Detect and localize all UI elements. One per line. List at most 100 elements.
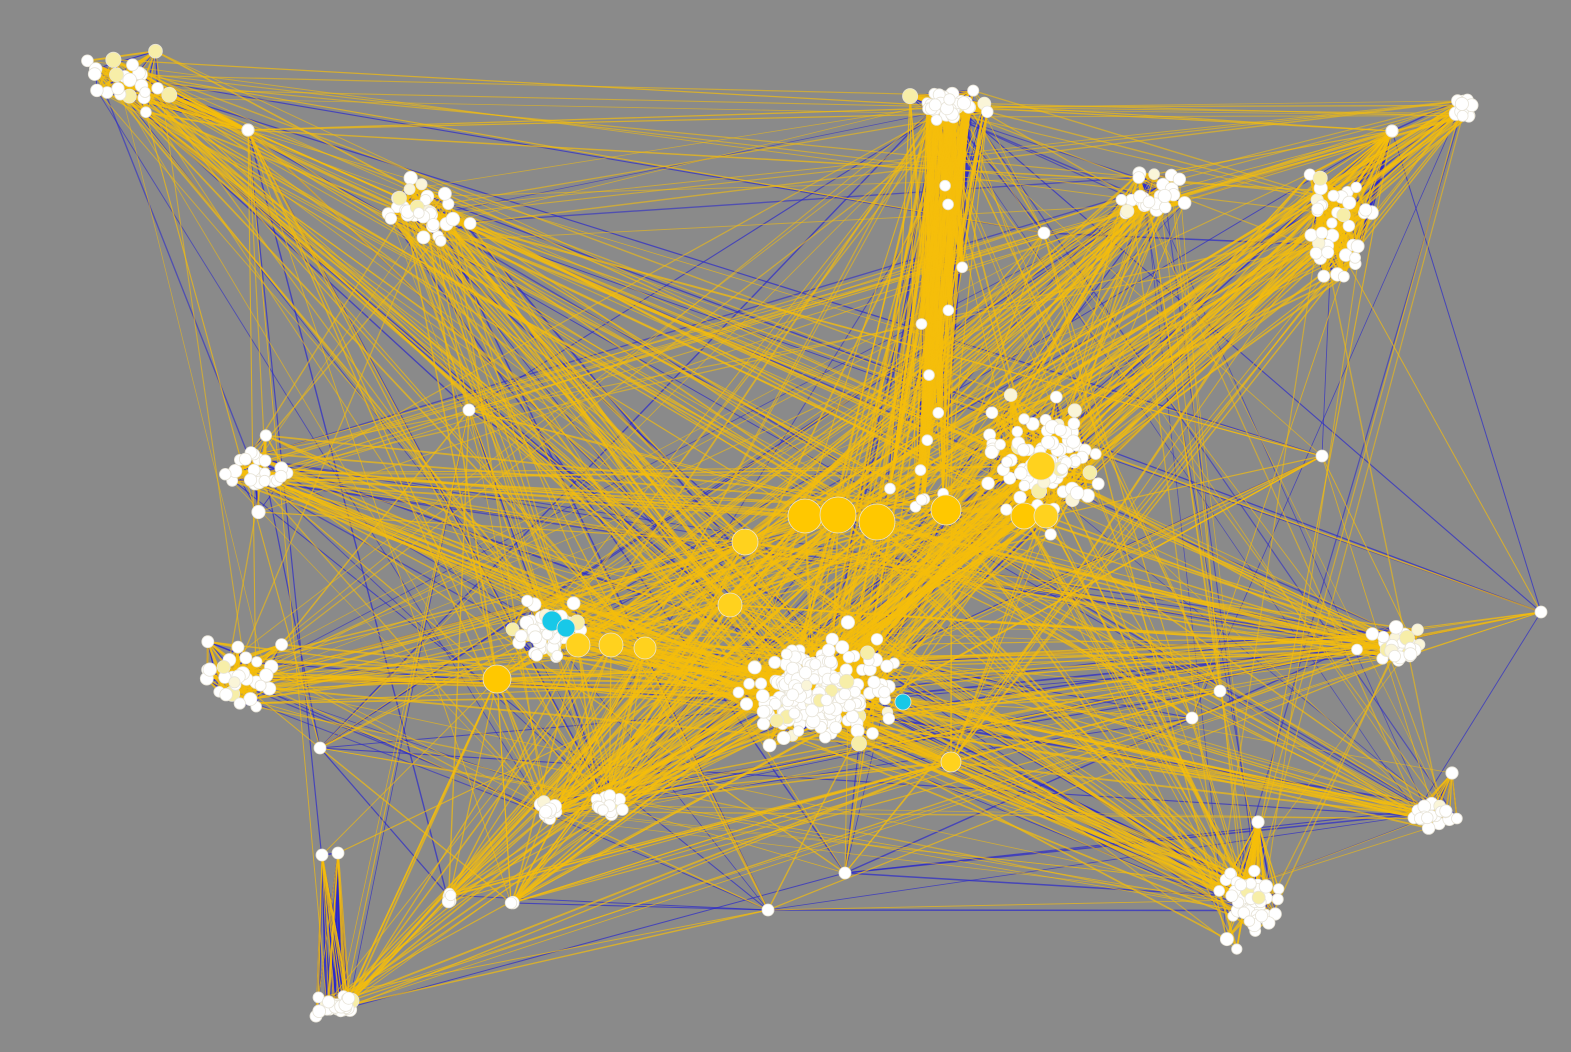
graph-node[interactable] (1456, 110, 1469, 122)
graph-node[interactable] (109, 67, 124, 83)
graph-node[interactable] (880, 659, 894, 673)
graph-node[interactable] (1451, 812, 1463, 825)
graph-node[interactable] (930, 114, 943, 126)
graph-node[interactable] (1377, 630, 1390, 644)
graph-node[interactable] (322, 995, 336, 1009)
graph-node[interactable] (412, 207, 425, 219)
graph-node-gold-hub[interactable] (717, 592, 743, 618)
graph-node[interactable] (821, 643, 836, 658)
graph-node-cyan[interactable] (894, 693, 912, 711)
graph-node[interactable] (312, 1004, 327, 1018)
graph-node[interactable] (956, 261, 968, 274)
graph-node[interactable] (1411, 623, 1424, 636)
graph-node[interactable] (161, 86, 178, 103)
graph-node[interactable] (530, 649, 543, 662)
graph-node[interactable] (1304, 228, 1318, 242)
graph-node[interactable] (942, 198, 954, 211)
graph-node-gold-hub[interactable] (1026, 451, 1056, 481)
graph-node-cyan[interactable] (556, 618, 576, 638)
graph-node[interactable] (426, 218, 440, 231)
graph-node[interactable] (1311, 202, 1325, 216)
graph-node[interactable] (1224, 867, 1237, 880)
graph-node[interactable] (1454, 96, 1469, 111)
graph-node[interactable] (403, 183, 416, 196)
graph-node[interactable] (1439, 804, 1453, 818)
graph-node[interactable] (981, 105, 994, 119)
graph-node[interactable] (1421, 811, 1434, 825)
graph-node[interactable] (1237, 906, 1251, 920)
graph-node[interactable] (1231, 943, 1243, 955)
graph-node[interactable] (1351, 643, 1363, 656)
graph-node[interactable] (1225, 889, 1239, 903)
graph-node[interactable] (915, 318, 928, 330)
graph-node[interactable] (1177, 196, 1192, 210)
graph-node-bridge[interactable] (1185, 711, 1199, 725)
graph-node[interactable] (1312, 170, 1328, 186)
graph-node-gold-hub[interactable] (1033, 503, 1059, 529)
graph-node[interactable] (798, 666, 813, 680)
graph-node[interactable] (1053, 423, 1067, 437)
graph-node-bridge[interactable] (761, 903, 775, 917)
graph-node[interactable] (914, 464, 927, 476)
graph-node[interactable] (1003, 471, 1017, 485)
graph-node-gold-hub[interactable] (731, 528, 759, 556)
graph-node[interactable] (1089, 448, 1102, 460)
graph-node[interactable] (1445, 766, 1459, 780)
graph-node[interactable] (315, 848, 329, 862)
graph-node-bridge[interactable] (1534, 605, 1548, 619)
graph-node-gold-hub[interactable] (598, 632, 624, 658)
graph-node[interactable] (1336, 207, 1351, 223)
graph-node[interactable] (251, 656, 263, 668)
graph-node[interactable] (882, 712, 896, 725)
graph-node[interactable] (233, 697, 246, 710)
graph-node[interactable] (87, 67, 102, 81)
graph-node[interactable] (849, 686, 861, 698)
graph-node[interactable] (1219, 932, 1234, 947)
graph-node[interactable] (967, 84, 980, 97)
graph-node[interactable] (1041, 435, 1056, 450)
graph-node[interactable] (1268, 907, 1282, 921)
graph-node[interactable] (122, 72, 137, 88)
graph-node[interactable] (1365, 627, 1380, 641)
graph-node[interactable] (90, 83, 104, 98)
graph-node-bridge[interactable] (1385, 124, 1399, 138)
graph-node[interactable] (1120, 204, 1135, 219)
graph-node[interactable] (238, 452, 252, 466)
graph-node[interactable] (756, 704, 771, 719)
graph-node[interactable] (597, 804, 609, 816)
graph-node[interactable] (754, 677, 768, 690)
graph-node[interactable] (800, 679, 813, 692)
graph-node[interactable] (216, 660, 231, 674)
graph-node[interactable] (1044, 528, 1057, 541)
graph-node[interactable] (1003, 388, 1018, 402)
graph-node[interactable] (943, 93, 956, 106)
graph-node[interactable] (838, 673, 855, 690)
graph-node-bridge[interactable] (241, 123, 255, 137)
graph-node[interactable] (1016, 443, 1031, 457)
graph-node[interactable] (258, 474, 271, 487)
graph-node[interactable] (219, 468, 232, 481)
graph-node-gold-hub[interactable] (819, 496, 857, 534)
graph-node[interactable] (259, 429, 272, 442)
graph-node[interactable] (1326, 217, 1338, 229)
graph-node[interactable] (805, 703, 819, 718)
graph-node[interactable] (1018, 413, 1030, 425)
graph-node[interactable] (445, 211, 461, 227)
graph-node[interactable] (1315, 226, 1329, 240)
graph-node-gold-hub[interactable] (633, 636, 657, 660)
graph-node[interactable] (842, 651, 856, 664)
graph-node[interactable] (769, 713, 784, 728)
graph-node[interactable] (1388, 620, 1404, 635)
graph-node[interactable] (1066, 434, 1081, 449)
graph-node[interactable] (1067, 417, 1081, 430)
graph-node[interactable] (1067, 403, 1082, 418)
graph-node-gold-hub[interactable] (930, 494, 962, 526)
graph-node[interactable] (1271, 893, 1284, 906)
graph-node[interactable] (566, 596, 581, 611)
graph-node[interactable] (384, 212, 398, 225)
graph-node[interactable] (942, 304, 955, 317)
graph-node[interactable] (792, 725, 805, 737)
graph-node[interactable] (994, 438, 1006, 451)
graph-node[interactable] (845, 709, 860, 724)
graph-node[interactable] (437, 186, 452, 201)
